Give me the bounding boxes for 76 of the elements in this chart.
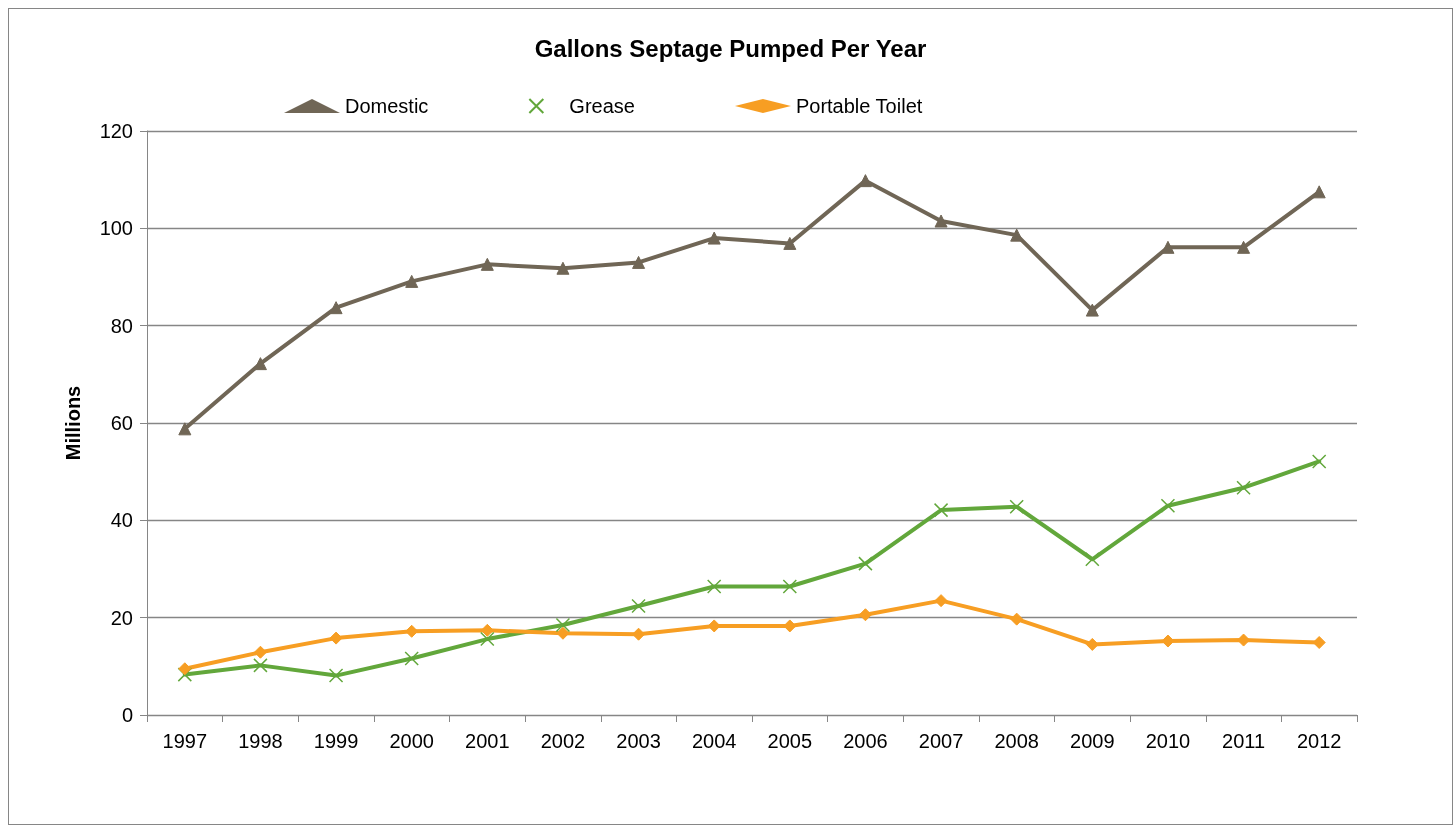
point: [632, 255, 646, 269]
point: [1010, 612, 1024, 626]
point: [858, 608, 872, 622]
y-tick-label: 20: [110, 606, 133, 629]
point: [631, 598, 646, 614]
chart-title: Gallons Septage Pumped Per Year: [534, 34, 927, 62]
x-tick-label: 2009: [1070, 730, 1115, 752]
y-tick-label: 80: [110, 314, 133, 337]
point: [253, 645, 267, 659]
point: [404, 651, 419, 666]
x-tick-label: 2004: [691, 730, 737, 752]
point: [1236, 480, 1251, 495]
point: [707, 619, 721, 633]
point: [1085, 637, 1099, 651]
y-tick-label: 120: [99, 120, 133, 142]
point: [405, 274, 419, 288]
point: [329, 631, 343, 645]
point: [178, 422, 192, 436]
legend-label: Domestic: [345, 95, 429, 117]
point: [1161, 634, 1175, 648]
x-tick-label: 2007: [918, 730, 964, 752]
legend-label: Portable Toilet: [795, 95, 923, 117]
point: [934, 214, 948, 228]
point: [1085, 552, 1100, 567]
point: [328, 668, 344, 683]
x-tick-label: 2012: [1296, 730, 1342, 752]
point: [706, 579, 722, 594]
x-tick-label: 2008: [994, 730, 1039, 752]
point: [707, 231, 721, 245]
legend-label: Grease: [569, 95, 635, 117]
point: [632, 627, 646, 641]
point: [1237, 240, 1251, 254]
point: [1312, 185, 1326, 199]
point: [782, 579, 798, 594]
point: [480, 257, 494, 271]
point: [405, 624, 419, 638]
point: [253, 357, 267, 371]
point: [858, 556, 873, 571]
y-tick-label: 100: [99, 217, 133, 240]
x-tick-label: 2000: [389, 730, 434, 752]
point: [1161, 240, 1175, 254]
x-tick-label: 2011: [1222, 730, 1266, 752]
y-tick-label: 0: [121, 704, 133, 726]
point: [1311, 454, 1327, 469]
point: [177, 667, 193, 682]
point: [1160, 498, 1176, 513]
point: [1010, 228, 1024, 242]
point: [1009, 499, 1024, 514]
point: [480, 623, 494, 637]
x-tick-label: 2003: [616, 730, 661, 752]
y-tick-label: 60: [110, 412, 133, 434]
x-tick-label: 1999: [313, 730, 359, 752]
x-tick-label: 2005: [767, 730, 813, 752]
x-tick-label: 2006: [843, 730, 888, 752]
y-axis-title: Millions: [62, 385, 84, 461]
point: [556, 626, 570, 640]
point: [253, 658, 268, 673]
point: [555, 617, 571, 633]
point: [1237, 633, 1251, 647]
y-tick-label: 40: [110, 509, 133, 532]
point: [480, 631, 495, 647]
x-tick-label: 2010: [1145, 730, 1191, 752]
point: [329, 301, 343, 315]
point: [1085, 303, 1099, 317]
x-tick-label: 1997: [162, 730, 208, 752]
point: [556, 261, 570, 275]
point: [1312, 635, 1326, 649]
point: [783, 236, 797, 250]
x-tick-label: 1998: [238, 730, 283, 752]
x-tick-label: 2001: [465, 730, 510, 752]
point: [858, 174, 872, 188]
point: [933, 502, 949, 518]
x-tick-label: 2002: [540, 730, 586, 752]
point: [934, 594, 948, 608]
point: [783, 619, 797, 633]
point: [178, 662, 192, 676]
